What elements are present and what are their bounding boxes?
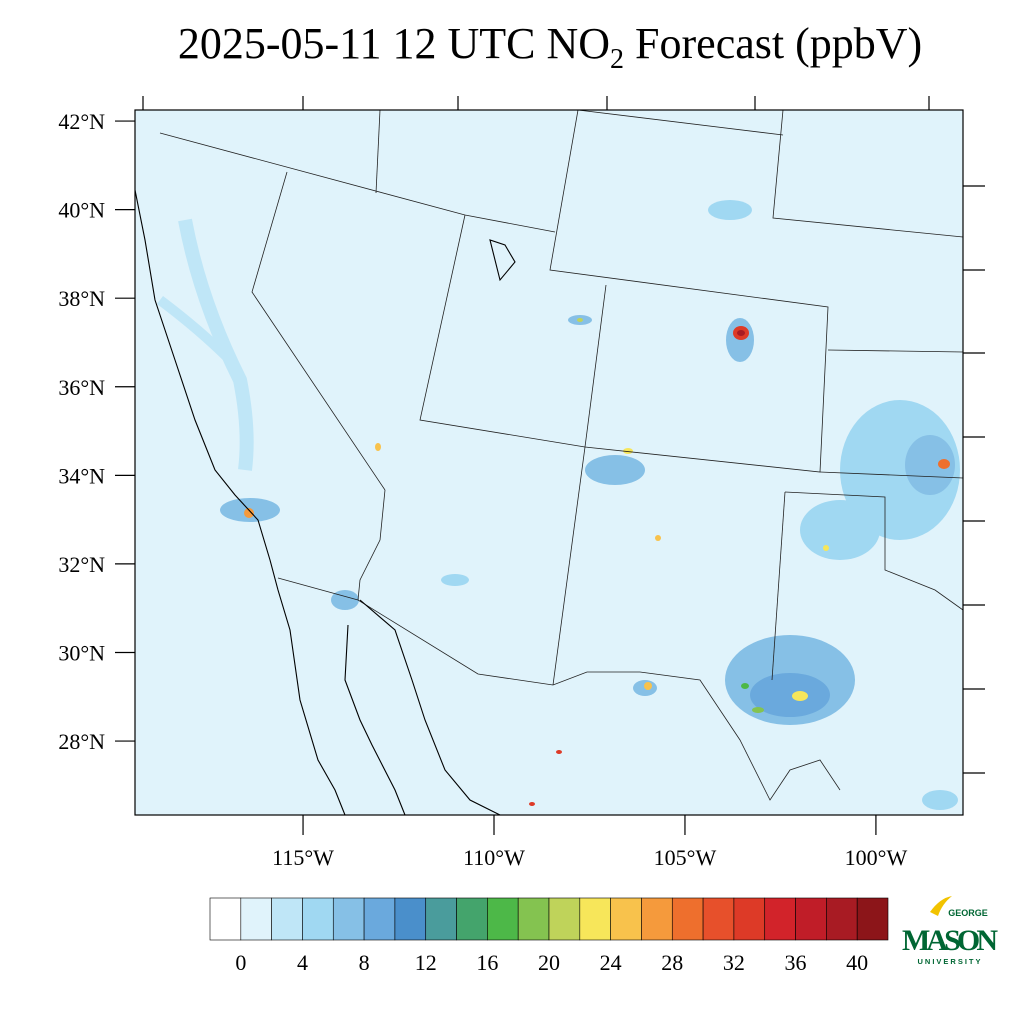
colorbar-box [240,897,272,941]
colorbar-label: 20 [538,950,560,975]
colorbar-label: 8 [359,950,370,975]
hotspots [244,318,950,806]
y-tick-label: 30°N [58,640,105,665]
map-area [134,96,985,816]
x-tick-label: 115°W [272,845,334,870]
coastline [134,189,516,816]
colorbar-label: 40 [846,950,868,975]
colorbar-box [671,897,704,941]
colorbar-label: 36 [785,950,807,975]
y-tick-label: 36°N [58,375,105,400]
colorbar-box [209,897,242,941]
logo-top: GEORGE [948,908,988,918]
map-frame [134,109,964,816]
colorbar-box [826,897,858,941]
colorbar-box [363,897,396,941]
boundaries [159,109,964,801]
colorbar-label: 24 [600,950,622,975]
university-logo: GEORGE MASON UNIVERSITY [902,896,998,966]
colorbar-box [332,897,365,941]
colorbar-box [579,897,611,941]
x-tick-label: 100°W [845,845,908,870]
logo-swoosh [930,896,952,916]
colorbar-box [548,897,581,941]
colorbar-box [487,897,519,941]
colorbar-box [733,897,766,941]
y-tick-label: 40°N [58,198,105,223]
x-tick-label: 105°W [654,845,717,870]
colorbar-box [425,897,457,941]
colorbar-label: 32 [723,950,745,975]
logo-main: MASON [902,924,998,957]
y-tick-label: 38°N [58,286,105,311]
y-tick-label: 28°N [58,729,105,754]
logo-bottom: UNIVERSITY [917,957,982,966]
y-tick-label: 32°N [58,552,105,577]
colorbar-box [302,897,334,941]
colorbar-box [856,897,889,941]
plume-shading [156,200,960,810]
colorbar-box [702,897,735,941]
colorbar-box [641,897,673,941]
colorbar-label: 12 [415,950,437,975]
map-title: 2025-05-11 12 UTC NO2 Forecast (ppbV) [178,19,922,75]
y-tick-label: 42°N [58,109,105,134]
colorbar-label: 4 [297,950,308,975]
colorbar-label: 16 [476,950,498,975]
frame-ticks [142,96,985,774]
colorbar-box [795,897,827,941]
x-tick-label: 110°W [463,845,525,870]
colorbar-label: 28 [661,950,683,975]
colorbar-label: 0 [235,950,246,975]
colorbar-box [764,897,796,941]
colorbar-box [394,897,427,941]
colorbar-box [610,897,642,941]
colorbar-box [271,897,303,941]
colorbar-box [517,897,550,941]
y-tick-label: 34°N [58,463,105,488]
colorbar-box [456,897,488,941]
